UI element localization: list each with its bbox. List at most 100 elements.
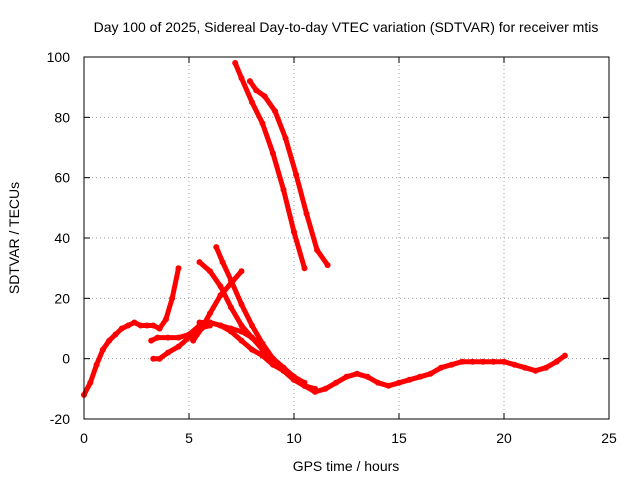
data-point xyxy=(87,379,94,386)
axis-ticks: 0 5 10 15 20 25 -20 0 20 40 60 80 100 xyxy=(47,49,617,446)
data-point xyxy=(137,322,144,329)
x-tick-label: 10 xyxy=(286,430,302,446)
data-point xyxy=(238,337,245,344)
data-point xyxy=(213,244,220,251)
data-point xyxy=(385,382,392,389)
data-point xyxy=(232,60,239,66)
data-point xyxy=(238,268,245,275)
plot-frame xyxy=(83,56,610,420)
data-point xyxy=(175,334,182,341)
data-point xyxy=(375,379,381,386)
x-tick-label: 15 xyxy=(391,430,407,446)
data-point xyxy=(253,87,260,94)
data-point xyxy=(207,268,213,275)
data-point xyxy=(333,379,339,386)
x-tick-label: 0 xyxy=(80,430,88,446)
y-tick-label: 100 xyxy=(47,49,71,65)
data-point xyxy=(228,304,234,311)
data-point xyxy=(343,373,350,380)
data-point xyxy=(154,334,161,341)
data-point xyxy=(112,331,119,338)
data-point xyxy=(553,358,560,365)
data-point xyxy=(175,343,182,350)
chart-title: Day 100 of 2025, Sidereal Day-to-day VTE… xyxy=(94,19,599,35)
data-point xyxy=(291,229,297,235)
data-point xyxy=(448,361,455,368)
data-point xyxy=(490,358,497,365)
data-point xyxy=(543,364,549,371)
data-point xyxy=(125,322,132,329)
data-point xyxy=(246,78,253,85)
grid-lines xyxy=(84,57,609,419)
x-axis-label: GPS time / hours xyxy=(293,458,400,474)
x-tick-label: 5 xyxy=(185,430,193,446)
data-point xyxy=(175,265,182,272)
data-point xyxy=(324,262,331,269)
data-point xyxy=(207,310,213,317)
data-point xyxy=(480,358,486,365)
data-point xyxy=(238,322,245,329)
data-point xyxy=(219,259,226,266)
data-point xyxy=(261,93,268,100)
data-point xyxy=(459,358,465,365)
series-line-arc-high-1 xyxy=(232,60,307,271)
data-point xyxy=(312,388,318,395)
data-point xyxy=(156,325,163,332)
data-point xyxy=(186,331,192,338)
data-point xyxy=(270,150,276,157)
data-point xyxy=(106,337,113,344)
data-point xyxy=(93,361,100,368)
data-point xyxy=(156,355,163,362)
series-line-arc-fall-2 xyxy=(213,244,318,392)
data-point xyxy=(282,135,289,142)
data-point xyxy=(532,367,539,374)
data-point xyxy=(259,120,266,127)
y-axis-label: SDTVAR / TECUs xyxy=(6,182,22,294)
data-point xyxy=(427,370,434,377)
data-point xyxy=(99,346,106,353)
y-tick-label: 20 xyxy=(54,290,70,306)
y-tick-label: -20 xyxy=(50,411,70,427)
data-point xyxy=(406,376,413,383)
data-point xyxy=(272,108,279,115)
data-point xyxy=(291,376,297,383)
data-point xyxy=(322,385,329,392)
data-point xyxy=(501,358,507,365)
data-point xyxy=(198,325,205,332)
data-point xyxy=(301,265,308,272)
data-point xyxy=(280,186,287,193)
data-point xyxy=(228,277,234,284)
y-tick-label: 60 xyxy=(54,170,70,186)
data-point xyxy=(249,346,255,353)
data-point xyxy=(561,352,568,359)
data-point xyxy=(196,319,203,326)
data-point xyxy=(314,247,321,254)
data-point xyxy=(131,319,138,326)
data-point xyxy=(259,340,266,347)
data-point xyxy=(354,370,360,377)
data-point xyxy=(270,355,276,362)
data-point xyxy=(301,382,308,389)
data-point xyxy=(150,322,157,329)
x-tick-label: 20 xyxy=(496,430,512,446)
data-point xyxy=(217,283,224,290)
data-point xyxy=(165,349,171,356)
data-point xyxy=(165,334,171,341)
data-point xyxy=(162,316,169,323)
y-tick-label: 80 xyxy=(54,109,70,125)
data-point xyxy=(280,367,287,374)
data-point xyxy=(144,322,150,329)
series-line-arc-rise-1 xyxy=(157,265,181,331)
data-point xyxy=(118,325,125,332)
data-point xyxy=(249,99,255,106)
data-point xyxy=(364,373,371,380)
data-point xyxy=(438,364,444,371)
x-tick-label: 25 xyxy=(601,430,617,446)
data-point xyxy=(303,210,310,217)
data-point xyxy=(148,337,155,344)
data-point xyxy=(396,379,402,386)
data-point xyxy=(249,334,255,341)
data-point xyxy=(217,322,224,329)
data-point xyxy=(522,364,528,371)
